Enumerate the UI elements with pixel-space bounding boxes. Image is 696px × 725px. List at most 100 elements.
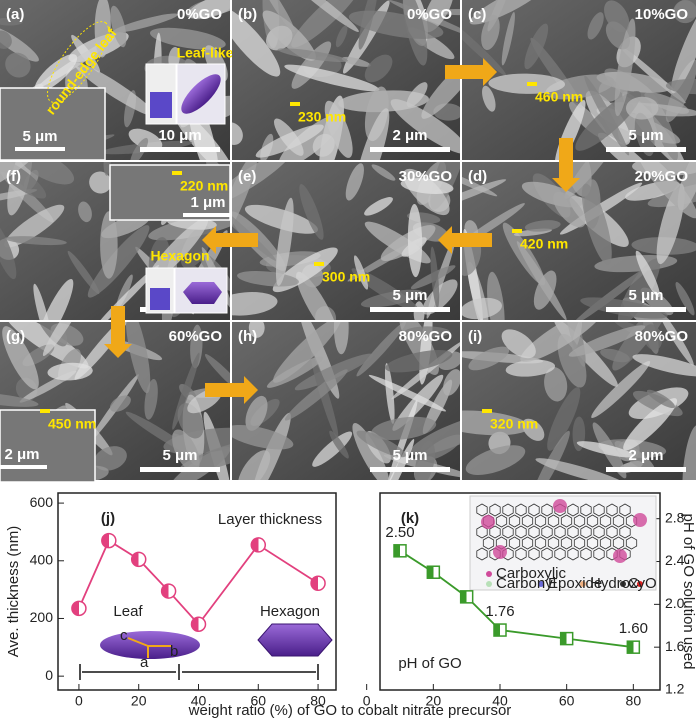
data-point <box>130 551 147 568</box>
scale-bar <box>606 467 686 472</box>
crystal <box>581 183 612 265</box>
annotation: b <box>170 643 178 660</box>
data-point <box>393 544 407 558</box>
crystal <box>465 445 526 475</box>
panel-letter: (f) <box>6 168 21 185</box>
graphene-ring <box>521 514 534 528</box>
graphene-ring <box>547 514 560 528</box>
crystal <box>92 264 160 320</box>
process-arrow <box>438 226 492 254</box>
panel-letter: (d) <box>468 168 487 185</box>
graphene-ring <box>482 536 495 550</box>
crystal <box>0 392 39 407</box>
crystal <box>364 197 393 216</box>
graphene-ring <box>567 525 579 539</box>
scale-bar <box>370 467 450 472</box>
crystal <box>535 458 626 480</box>
thickness-label: 320 nm <box>490 416 538 432</box>
annotation: pH of GO <box>398 655 461 672</box>
crystal <box>294 353 374 391</box>
process-arrow <box>202 226 258 254</box>
crystal <box>284 64 380 92</box>
inset-scale-label: 2 μm <box>4 446 39 463</box>
crystal <box>354 108 390 160</box>
process-arrow <box>552 138 580 192</box>
y-tick-label: 1.2 <box>665 681 685 697</box>
crystal <box>18 162 75 185</box>
thickness-marker <box>482 409 492 413</box>
crystal <box>572 266 651 320</box>
graphene-ring <box>515 547 527 561</box>
y-tick-label: 600 <box>30 494 54 510</box>
texture <box>462 162 696 320</box>
go-content: 80%GO <box>635 328 689 345</box>
legend-dot <box>486 571 492 577</box>
crystal <box>266 356 324 388</box>
functional-group <box>493 545 507 559</box>
graphene-ring <box>580 525 592 539</box>
graphene-ring <box>489 503 501 517</box>
crystal <box>275 197 294 286</box>
crystal <box>371 416 437 441</box>
graphene-ring <box>573 514 586 528</box>
annotation: O <box>645 575 657 592</box>
graphene-ring <box>567 547 579 561</box>
crystal <box>273 322 341 383</box>
graphene-ring <box>619 525 631 539</box>
crystal <box>255 124 324 158</box>
graphene-ring <box>580 503 592 517</box>
texture <box>232 162 460 320</box>
sem-panel: (h) 80%GO 5 μm <box>232 322 460 480</box>
crystal <box>291 0 362 48</box>
crystal <box>4 236 67 246</box>
crystal <box>89 171 112 194</box>
crystal <box>232 162 258 244</box>
graphene-ring <box>606 525 618 539</box>
legend-dot <box>538 581 544 587</box>
crystal <box>168 47 180 69</box>
scale-bar <box>370 307 450 312</box>
annotation: Epoxide <box>548 575 602 592</box>
note: Leaf-like <box>177 45 234 61</box>
value-label: 1.76 <box>485 603 514 620</box>
crystal <box>0 162 43 197</box>
scale-label: 10 μm <box>158 127 201 144</box>
crystal <box>671 5 696 94</box>
crystal <box>262 10 316 61</box>
crystal <box>345 163 364 201</box>
graphene-ring <box>619 503 631 517</box>
crystal <box>482 85 496 112</box>
crystal <box>47 362 93 381</box>
crystal <box>329 430 349 459</box>
annotation: a <box>140 654 149 671</box>
legend-dot <box>637 581 643 587</box>
x-tick-label: 60 <box>250 693 266 709</box>
functional-group <box>613 549 627 563</box>
crystal <box>109 395 131 412</box>
crystal <box>180 225 212 269</box>
chart: 0 20 40 60 80 0 200 400 600 Ave. thickness (nm) (j… <box>5 492 337 709</box>
annotation: Hexagon <box>260 603 320 620</box>
crystal <box>501 12 515 66</box>
crystal <box>286 0 359 32</box>
crystal <box>130 137 149 160</box>
crystal <box>353 255 369 290</box>
crystal <box>625 96 659 120</box>
crystal <box>110 5 127 48</box>
crystal <box>524 23 549 70</box>
crystal <box>237 450 271 480</box>
plot-frame <box>379 492 661 691</box>
functional-group <box>633 513 647 527</box>
thickness-marker <box>290 102 300 106</box>
x-tick-label: 80 <box>626 693 642 709</box>
crystal <box>376 438 415 480</box>
crystal <box>635 250 660 298</box>
crystal <box>430 246 440 309</box>
x-tick-label: 40 <box>191 693 207 709</box>
y-tick-label: 0 <box>45 667 53 683</box>
graphene-ring <box>541 547 553 561</box>
crystal <box>356 430 406 458</box>
crystal <box>520 322 604 363</box>
